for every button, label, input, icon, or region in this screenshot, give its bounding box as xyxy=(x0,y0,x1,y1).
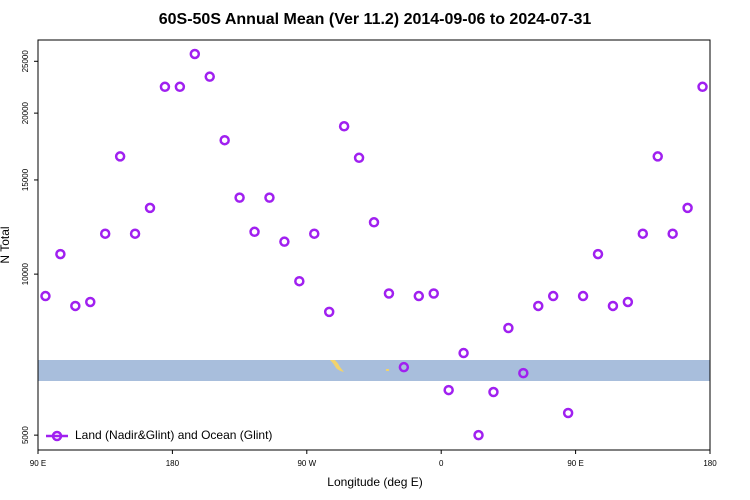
point xyxy=(249,226,260,238)
point xyxy=(99,228,111,239)
point xyxy=(637,228,649,239)
point xyxy=(518,367,529,379)
y-axis-label: N Total xyxy=(0,226,12,263)
y-tick-label: 5000 xyxy=(21,426,30,444)
point xyxy=(383,288,395,299)
point xyxy=(204,71,215,82)
point xyxy=(40,290,51,302)
x-tick-label: 180 xyxy=(166,459,180,468)
x-tick-label: 90 E xyxy=(567,459,583,468)
plot-frame xyxy=(37,39,711,451)
point xyxy=(697,81,708,93)
point xyxy=(503,322,514,334)
latitude-band xyxy=(38,360,710,381)
point xyxy=(279,236,290,247)
x-tick-label: 0 xyxy=(439,459,444,468)
x-axis-label: Longitude (deg E) xyxy=(327,475,422,489)
point xyxy=(264,192,275,203)
y-tick-label: 20000 xyxy=(21,101,30,124)
point xyxy=(338,121,350,132)
point xyxy=(607,300,619,312)
point xyxy=(577,290,589,302)
point xyxy=(353,152,365,164)
y-tick-label: 10000 xyxy=(21,262,30,285)
point xyxy=(547,290,559,302)
x-tick-label: 180 xyxy=(703,459,717,468)
point xyxy=(682,202,693,214)
land-patch xyxy=(330,360,344,372)
x-tick-label: 90 E xyxy=(30,459,46,468)
point xyxy=(488,386,499,398)
point xyxy=(652,151,663,162)
point xyxy=(189,48,201,60)
point xyxy=(562,407,574,419)
point xyxy=(294,275,305,287)
point xyxy=(85,296,96,308)
point xyxy=(159,81,171,93)
point xyxy=(622,296,634,308)
point xyxy=(667,228,678,239)
point xyxy=(129,228,141,239)
point xyxy=(592,248,604,260)
point xyxy=(443,384,454,396)
point xyxy=(428,288,439,299)
point xyxy=(55,248,66,260)
legend-label: Land (Nadir&Glint) and Ocean (Glint) xyxy=(75,428,272,442)
point xyxy=(309,228,320,239)
point xyxy=(398,361,410,373)
y-tick-label: 25000 xyxy=(21,50,30,73)
point xyxy=(323,306,335,318)
point xyxy=(458,347,469,359)
chart-title: 60S-50S Annual Mean (Ver 11.2) 2014-09-0… xyxy=(159,11,592,28)
y-tick-label: 15000 xyxy=(21,168,30,191)
point xyxy=(174,81,186,93)
point xyxy=(413,290,425,302)
point xyxy=(219,134,230,146)
x-tick-label: 90 W xyxy=(297,459,316,468)
legend-marker xyxy=(51,430,63,442)
point xyxy=(114,151,126,162)
land-patch xyxy=(386,369,389,371)
point xyxy=(144,202,156,214)
point xyxy=(533,300,544,312)
point xyxy=(473,429,484,441)
point xyxy=(368,217,380,228)
point xyxy=(70,300,81,312)
point xyxy=(234,192,245,203)
